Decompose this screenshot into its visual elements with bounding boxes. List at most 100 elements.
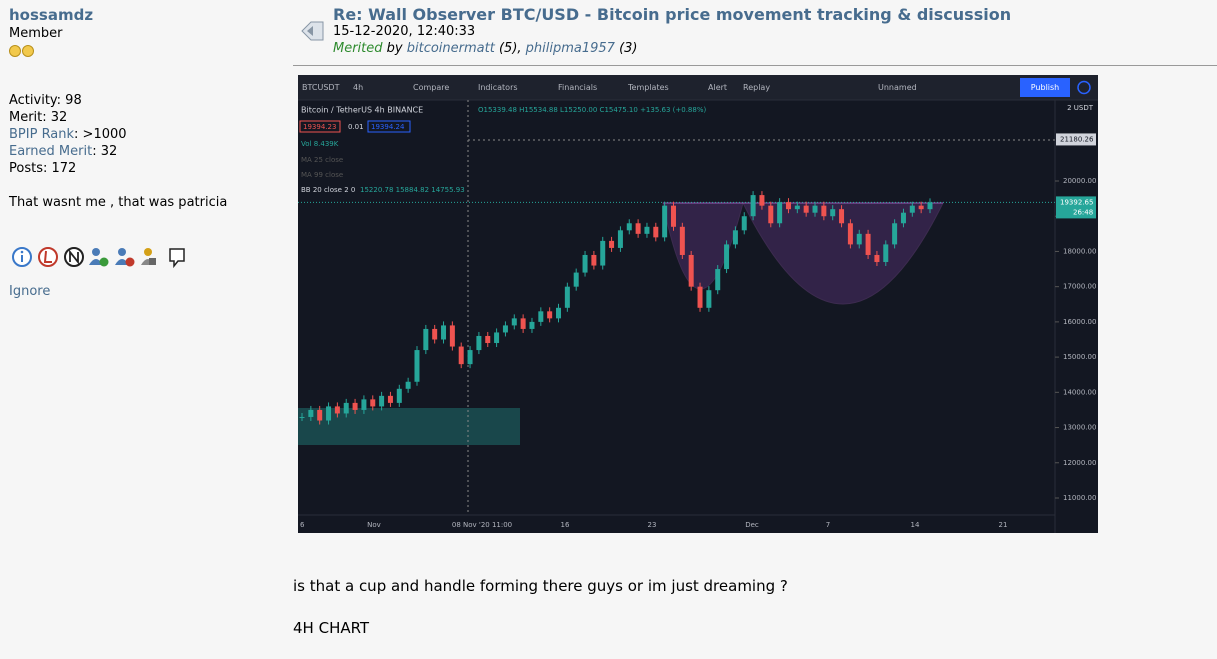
candle [582, 254, 588, 273]
candle [856, 233, 862, 245]
signature: That wasnt me , that was patricia [9, 195, 228, 210]
symbol: Bitcoin / TetherUS 4h BINANCE [301, 106, 423, 115]
candle [830, 209, 836, 217]
candle [591, 254, 597, 266]
candle [485, 335, 491, 344]
merit: Merit: 32 [9, 110, 68, 125]
x-tick-label: 08 Nov '20 11:00 [452, 521, 512, 529]
toolbar-item: Templates [627, 83, 669, 92]
ma-label: MA 25 close [301, 156, 343, 164]
separator [293, 65, 1217, 66]
y-tick-label: 16000.00 [1063, 318, 1096, 326]
candle [821, 205, 827, 217]
candle [467, 350, 473, 365]
candle [759, 195, 765, 206]
candle [414, 350, 420, 382]
candle [662, 205, 668, 238]
candle [617, 230, 623, 248]
candle [874, 254, 880, 263]
bpip-link[interactable]: BPIP Rank [9, 127, 75, 142]
countdown: 26:48 [1073, 208, 1093, 216]
post-body: 4H CHART [293, 619, 370, 637]
candle [847, 223, 853, 245]
candle [502, 325, 508, 333]
toolbar-item: 4h [353, 83, 363, 92]
buy-price: 19394.24 [371, 123, 405, 131]
x-tick-label: 21 [999, 521, 1008, 529]
candle [794, 205, 800, 210]
y-tick-label: 17000.00 [1063, 283, 1096, 291]
candle [432, 328, 438, 340]
post-title[interactable]: Re: Wall Observer BTC/USD - Bitcoin pric… [333, 5, 1012, 24]
rank-coins [9, 45, 34, 57]
candle [387, 395, 393, 403]
high-marker-bg [1056, 133, 1096, 146]
candle [326, 406, 332, 421]
username[interactable]: hossamdz [9, 6, 94, 24]
candle [343, 402, 349, 414]
merit-user[interactable]: philipma1957 [525, 41, 615, 56]
candle [688, 254, 694, 287]
bb-values: 15220.78 15884.82 14755.93 [360, 186, 465, 194]
candle [556, 307, 562, 319]
candle [573, 272, 579, 287]
candle [883, 244, 889, 263]
candle [670, 205, 676, 227]
last-price: 19392.65 [1060, 198, 1093, 206]
y-tick-label: 18000.00 [1063, 247, 1096, 255]
activity: Activity: 98 [9, 93, 82, 108]
candle [529, 321, 535, 329]
candle [449, 325, 455, 347]
candle [679, 226, 685, 255]
candle [396, 388, 402, 403]
candle [732, 230, 738, 245]
rank: Member [9, 26, 63, 41]
merited: Merited [333, 41, 383, 56]
toolbar-item: Replay [743, 83, 770, 92]
profile-icons[interactable] [12, 245, 192, 269]
candle [741, 216, 747, 231]
ohlc: O15339.48 H15534.88 L15250.00 C15475.10 … [478, 106, 706, 114]
sell-price: 19394.23 [303, 123, 336, 131]
candle [600, 240, 606, 266]
bpip-value: : >1000 [74, 127, 127, 142]
toolbar-item: Alert [708, 83, 727, 92]
candle [892, 223, 898, 245]
candle [538, 311, 544, 322]
candle [317, 409, 323, 421]
post-date: 15-12-2020, 12:40:33 [333, 24, 476, 39]
candle [750, 195, 756, 217]
candle [423, 328, 429, 351]
bpip: BPIP Rank: >1000 [9, 127, 127, 142]
y-tick-label: 14000.00 [1063, 388, 1096, 396]
x-tick-label: 16 [561, 521, 570, 529]
candle [520, 318, 526, 329]
x-tick-label: 7 [826, 521, 830, 529]
x-tick-label: Dec [745, 521, 759, 529]
candle [299, 416, 305, 418]
volume-label: Vol 8.439K [301, 140, 339, 148]
y-tick-label: 13000.00 [1063, 424, 1096, 432]
candle [927, 202, 933, 210]
candle [724, 244, 730, 270]
y-tick-label: 15000.00 [1063, 353, 1096, 361]
candle [909, 205, 915, 213]
candle [900, 212, 906, 224]
high-marker: 21180.26 [1060, 135, 1094, 143]
candle [370, 399, 376, 407]
candle [511, 318, 517, 326]
by: by [382, 41, 407, 56]
toolbar-item: Compare [413, 83, 449, 92]
x-tick-label: 6 [300, 521, 305, 529]
candle [352, 402, 358, 410]
candle [706, 290, 712, 308]
candle [785, 202, 791, 210]
merit-user[interactable]: bitcoinermatt [406, 41, 495, 56]
last-price-bg [1056, 196, 1096, 219]
merit-count: (5), [494, 41, 526, 56]
ignore-link[interactable]: Ignore [9, 284, 51, 299]
candle [839, 209, 845, 224]
earned-link[interactable]: Earned Merit [9, 144, 93, 159]
merit-count: (3) [614, 41, 638, 56]
